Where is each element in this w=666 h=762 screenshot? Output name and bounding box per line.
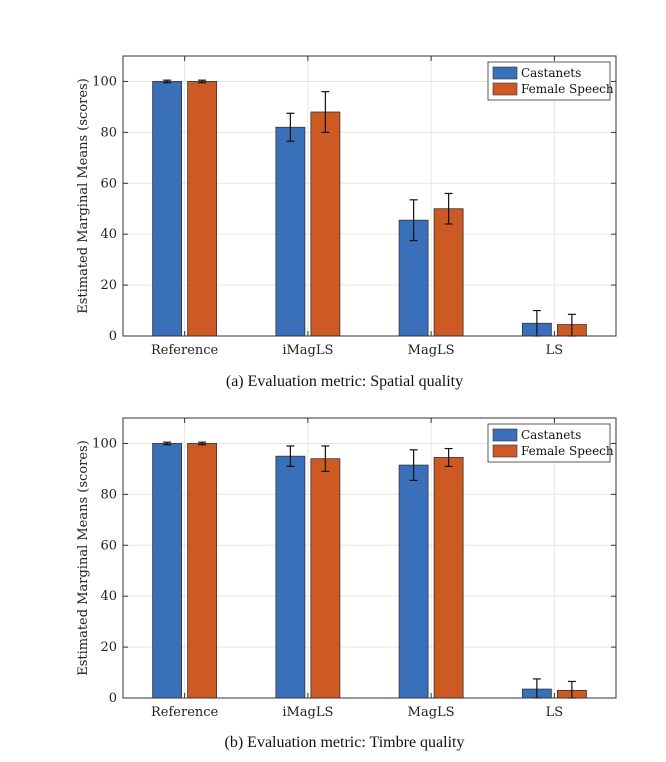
- chart-b-xtick-label: MagLS: [408, 705, 455, 720]
- chart-b-xtick-label: iMagLS: [282, 705, 333, 720]
- chart-a-legend-swatch-castanets: [492, 66, 518, 80]
- chart-b-ytick-label: 20: [100, 640, 117, 655]
- chart-b-legend-swatch-female-speech: [492, 444, 518, 458]
- chart-a-ytick-label: 100: [92, 74, 117, 89]
- chart-a-ytick-label: 20: [100, 278, 117, 293]
- chart-b-legend-label-female-speech: Female Speech: [521, 444, 614, 458]
- chart-a-bar-castanets: [275, 126, 306, 337]
- chart-b-caption: (b) Evaluation metric: Timbre quality: [225, 734, 465, 751]
- chart-a-legend-label-female-speech: Female Speech: [521, 82, 614, 96]
- chart-b: 0 20 40 60 80 100 Reference iMagLS MagLS LS Estima…: [76, 417, 617, 751]
- chart-b-ytick-label: 60: [100, 538, 117, 553]
- chart-a-xtick-label: iMagLS: [282, 343, 333, 358]
- chart-a-bar-female-speech: [310, 111, 341, 337]
- chart-b-bar-female-speech: [433, 457, 464, 699]
- chart-b-bar-castanets: [398, 464, 429, 699]
- chart-a-legend-swatch-female-speech: [492, 82, 518, 96]
- chart-a-axes-box: [122, 55, 617, 337]
- chart-a: 0 20 40 60 80 100 Reference iMagLS MagLS LS Estima…: [76, 55, 617, 390]
- chart-b-ytick-label: 0: [109, 691, 117, 706]
- chart-a-xtick-label: LS: [546, 343, 564, 358]
- chart-b-ytick-label: 40: [100, 589, 117, 604]
- chart-a-xtick-label: Reference: [151, 343, 219, 358]
- chart-b-bar-castanets: [275, 455, 306, 699]
- chart-a-ytick-label: 60: [100, 176, 117, 191]
- chart-b-xtick-label: LS: [546, 705, 564, 720]
- chart-b-ylabel: Estimated Marginal Means (scores): [76, 440, 91, 676]
- chart-b-legend: Castanets Female Speech: [487, 423, 614, 463]
- chart-b-ytick-label: 100: [92, 436, 117, 451]
- chart-b-bar-female-speech: [310, 458, 341, 699]
- chart-b-legend-swatch-castanets: [492, 428, 518, 442]
- chart-b-bar-female-speech: [187, 443, 218, 699]
- chart-a-legend-label-castanets: Castanets: [521, 66, 581, 80]
- chart-a-caption: (a) Evaluation metric: Spatial quality: [226, 373, 463, 390]
- chart-a-bar-female-speech: [187, 81, 218, 337]
- chart-a-ylabel: Estimated Marginal Means (scores): [76, 78, 91, 314]
- chart-a-bar-castanets: [152, 81, 183, 337]
- chart-a-ytick-label: 0: [109, 329, 117, 344]
- chart-a-ytick-label: 80: [100, 125, 117, 140]
- chart-b-legend-label-castanets: Castanets: [521, 428, 581, 442]
- chart-a-legend: Castanets Female Speech: [487, 61, 614, 101]
- chart-b-ytick-label: 80: [100, 487, 117, 502]
- chart-a-xtick-label: MagLS: [408, 343, 455, 358]
- chart-a-ytick-label: 40: [100, 227, 117, 242]
- chart-b-axes-box: [122, 417, 617, 699]
- chart-a-bar-female-speech: [433, 208, 464, 337]
- chart-b-xtick-label: Reference: [151, 705, 219, 720]
- chart-b-bar-castanets: [152, 443, 183, 699]
